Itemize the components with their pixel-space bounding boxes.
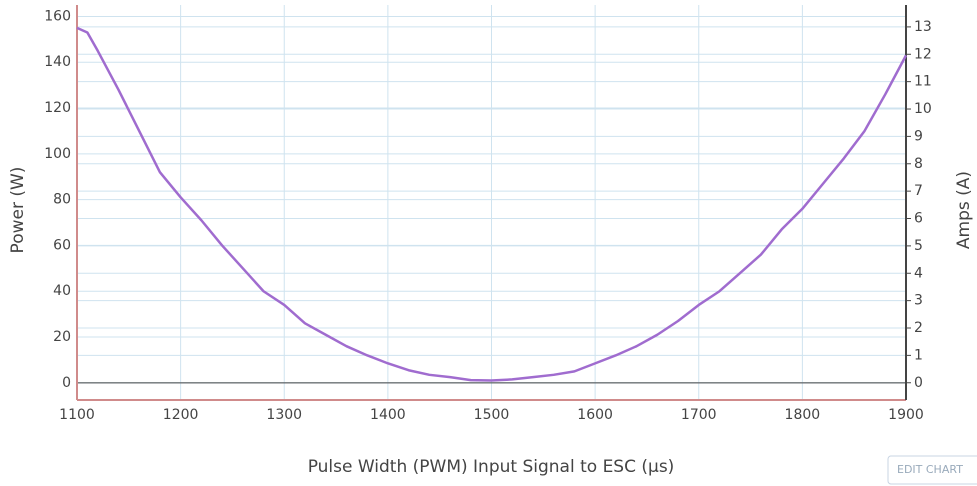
y2-tick-label: 2: [914, 320, 923, 336]
y2-tick-label: 0: [914, 375, 923, 391]
x-axis-title: Pulse Width (PWM) Input Signal to ESC (µ…: [308, 457, 675, 477]
x-tick-label: 1400: [370, 407, 406, 423]
x-tick-label: 1200: [163, 407, 199, 423]
y2-tick-label: 13: [914, 19, 932, 35]
y-tick-label: 40: [53, 283, 71, 299]
y2-tick-label: 4: [914, 265, 923, 281]
y2-tick-label: 8: [914, 156, 923, 172]
y2-tick-label: 7: [914, 183, 923, 199]
x-tick-label: 1100: [59, 407, 95, 423]
edit-button[interactable]: EDIT CHART: [887, 455, 977, 485]
y2-axis-title: Amps (A): [954, 171, 974, 249]
x-tick-label: 1600: [577, 407, 613, 423]
x-tick-label: 1700: [681, 407, 717, 423]
y-tick-label: 100: [44, 146, 71, 162]
y-tick-label: 80: [53, 192, 71, 208]
button-frame[interactable]: [887, 455, 977, 485]
button-label[interactable]: EDIT CHART: [897, 463, 963, 476]
y-tick-label: 20: [53, 329, 71, 345]
data-line: [76, 26, 908, 382]
y-tick-label: 60: [53, 237, 71, 253]
y-axis-title: Power (W): [8, 167, 28, 254]
y-tick-label: 160: [44, 8, 71, 24]
x-tick-label: 1300: [266, 407, 302, 423]
y2-tick-label: 10: [914, 101, 932, 117]
y2-tick-label: 5: [914, 238, 923, 254]
y2-tick-label: 1: [914, 347, 923, 363]
y2-tick-label: 3: [914, 293, 923, 309]
x-tick-label: 1900: [888, 407, 924, 423]
y-tick-label: 120: [44, 100, 71, 116]
y2-tick-label: 12: [914, 46, 932, 62]
y2-tick-label: 9: [914, 128, 923, 144]
y-tick-label: 140: [44, 54, 71, 70]
y2-tick-label: 6: [914, 211, 923, 227]
y-tick-label: 0: [62, 375, 71, 391]
x-tick-label: 1800: [785, 407, 821, 423]
x-tick-label: 1500: [474, 407, 510, 423]
y2-tick-label: 11: [914, 74, 932, 90]
